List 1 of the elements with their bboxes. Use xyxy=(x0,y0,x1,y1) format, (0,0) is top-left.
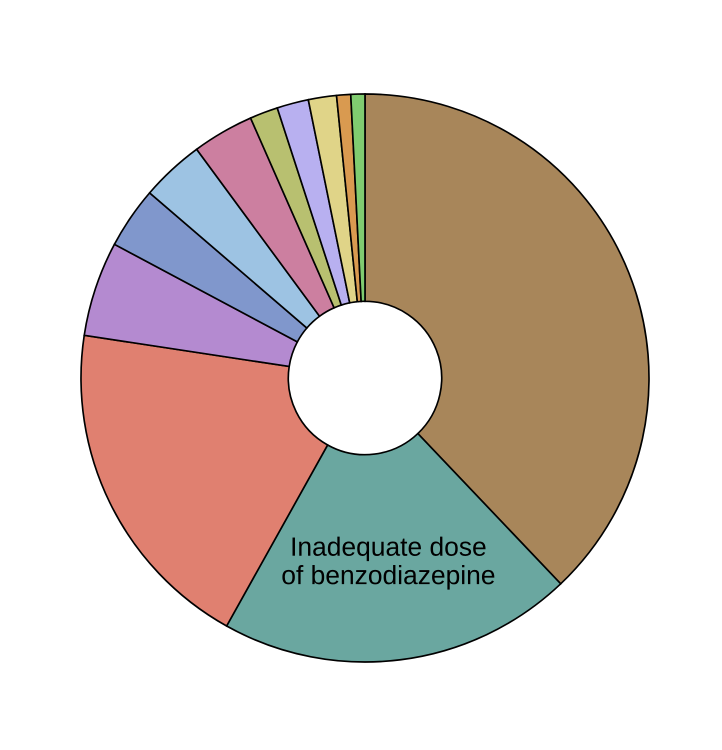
slice-label: Inadequate dose of benzodiazepine xyxy=(282,536,494,590)
